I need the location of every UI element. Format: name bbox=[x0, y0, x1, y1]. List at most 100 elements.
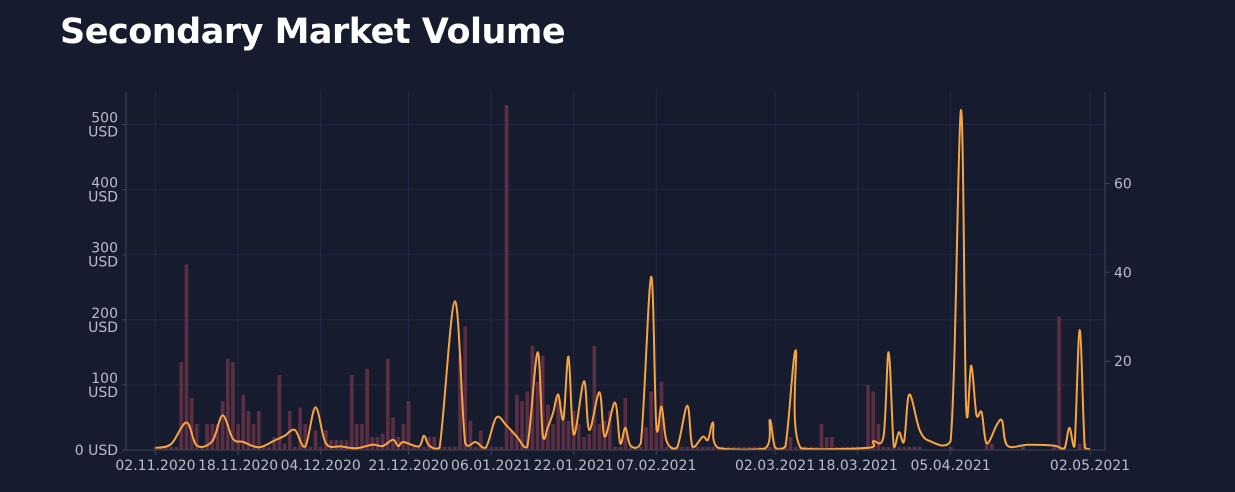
volume-bar bbox=[613, 446, 617, 450]
volume-bar bbox=[349, 375, 354, 450]
volume-bar bbox=[293, 446, 297, 450]
volume-bar bbox=[458, 355, 462, 450]
volume-bar bbox=[251, 423, 256, 450]
volume-bar bbox=[819, 423, 824, 450]
volume-bar bbox=[344, 440, 349, 450]
volume-bar bbox=[592, 345, 597, 450]
x-tick-label: 22.01.2021 bbox=[534, 458, 614, 474]
volume-bar bbox=[891, 446, 896, 450]
volume-bar bbox=[313, 430, 318, 450]
volume-bar bbox=[768, 446, 772, 450]
volume-bar bbox=[649, 391, 653, 450]
volume-bar bbox=[824, 436, 829, 450]
volume-bar bbox=[504, 105, 509, 450]
volume-bar bbox=[210, 423, 215, 450]
volume-bar bbox=[298, 407, 302, 450]
volume-bar bbox=[385, 358, 390, 450]
x-tick-label: 18.11.2020 bbox=[198, 458, 278, 474]
x-tick-label: 04.12.2020 bbox=[281, 458, 361, 474]
volume-bar bbox=[695, 446, 700, 450]
volume-bar bbox=[267, 446, 271, 450]
volume-bar bbox=[917, 446, 922, 450]
volume-bar bbox=[303, 423, 308, 450]
volume-bar bbox=[324, 430, 328, 450]
x-tick-label: 02.11.2020 bbox=[115, 458, 195, 474]
volume-bar bbox=[391, 417, 395, 450]
volume-bar bbox=[453, 446, 457, 450]
volume-bar bbox=[246, 410, 251, 450]
y-left-tick-label: 100 bbox=[91, 371, 118, 387]
volume-bar bbox=[871, 391, 876, 450]
volume-bar bbox=[897, 446, 901, 450]
volume-bar bbox=[829, 436, 834, 450]
volume-bar bbox=[659, 381, 664, 450]
y-left-tick-unit: USD bbox=[88, 385, 118, 401]
y-left-tick-unit: USD bbox=[88, 320, 118, 336]
chart-title: Secondary Market Volume bbox=[60, 12, 566, 52]
volume-bar bbox=[354, 423, 359, 450]
volume-bar bbox=[411, 446, 416, 450]
x-tick-label: 06.01.2021 bbox=[451, 458, 531, 474]
volume-bar bbox=[509, 430, 514, 450]
volume-bar bbox=[990, 443, 994, 450]
volume-bar bbox=[174, 446, 178, 450]
volume-bar bbox=[742, 446, 746, 450]
volume-bar bbox=[494, 446, 499, 450]
volume-bar bbox=[577, 423, 581, 450]
volume-bar bbox=[406, 401, 411, 450]
volume-bar bbox=[685, 446, 690, 450]
volume-bar bbox=[380, 433, 385, 450]
volume-bar bbox=[700, 446, 705, 450]
grid-lines bbox=[126, 92, 1105, 450]
y-left-tick-label: 500 bbox=[91, 111, 118, 127]
volume-bar bbox=[370, 436, 375, 450]
y-left-tick-label: 200 bbox=[91, 306, 118, 322]
volume-bar bbox=[654, 427, 659, 450]
volume-bar bbox=[473, 446, 478, 450]
x-tick-label: 02.05.2021 bbox=[1050, 458, 1130, 474]
volume-bar bbox=[793, 446, 798, 450]
volume-bar bbox=[489, 446, 493, 450]
volume-bar bbox=[788, 436, 793, 450]
volume-bar bbox=[912, 446, 917, 450]
volume-bar bbox=[318, 446, 323, 450]
volume-bar bbox=[731, 446, 736, 450]
volume-bar bbox=[241, 394, 246, 450]
volume-bar bbox=[907, 446, 912, 450]
volume-bar bbox=[231, 362, 235, 450]
volume-bar bbox=[215, 423, 220, 450]
volume-bar bbox=[272, 436, 277, 450]
volume-bar bbox=[525, 391, 530, 450]
volume-bar bbox=[422, 446, 426, 450]
volume-bar bbox=[365, 368, 370, 450]
volume-bar bbox=[984, 443, 989, 450]
volume-bar bbox=[262, 446, 266, 450]
volume-bar bbox=[401, 423, 406, 450]
volume-bar bbox=[886, 446, 891, 450]
volume-bar bbox=[948, 446, 953, 450]
volume-bar bbox=[163, 446, 168, 450]
volume-bar bbox=[179, 362, 184, 450]
volume-bar bbox=[1057, 316, 1061, 450]
y-right-tick-label: 20 bbox=[1114, 354, 1132, 370]
y-right-tick-label: 40 bbox=[1114, 265, 1132, 281]
volume-bar bbox=[1077, 443, 1082, 450]
volume-bar bbox=[902, 446, 906, 450]
volume-bar bbox=[597, 423, 602, 450]
volume-bar bbox=[499, 446, 504, 450]
volume-bar bbox=[205, 423, 209, 450]
volume-bar bbox=[582, 436, 586, 450]
volume-bar bbox=[468, 420, 473, 450]
volume-bar bbox=[551, 423, 555, 450]
volume-bar bbox=[396, 436, 401, 450]
volume-bar bbox=[1052, 446, 1056, 450]
volume-bar bbox=[447, 446, 452, 450]
volume-bar bbox=[881, 446, 886, 450]
volume-bar bbox=[375, 436, 380, 450]
volume-bar bbox=[442, 446, 447, 450]
volume-bar bbox=[463, 326, 468, 450]
volume-bar bbox=[277, 375, 282, 450]
volume-bar bbox=[623, 397, 628, 450]
volume-bar bbox=[752, 446, 757, 450]
